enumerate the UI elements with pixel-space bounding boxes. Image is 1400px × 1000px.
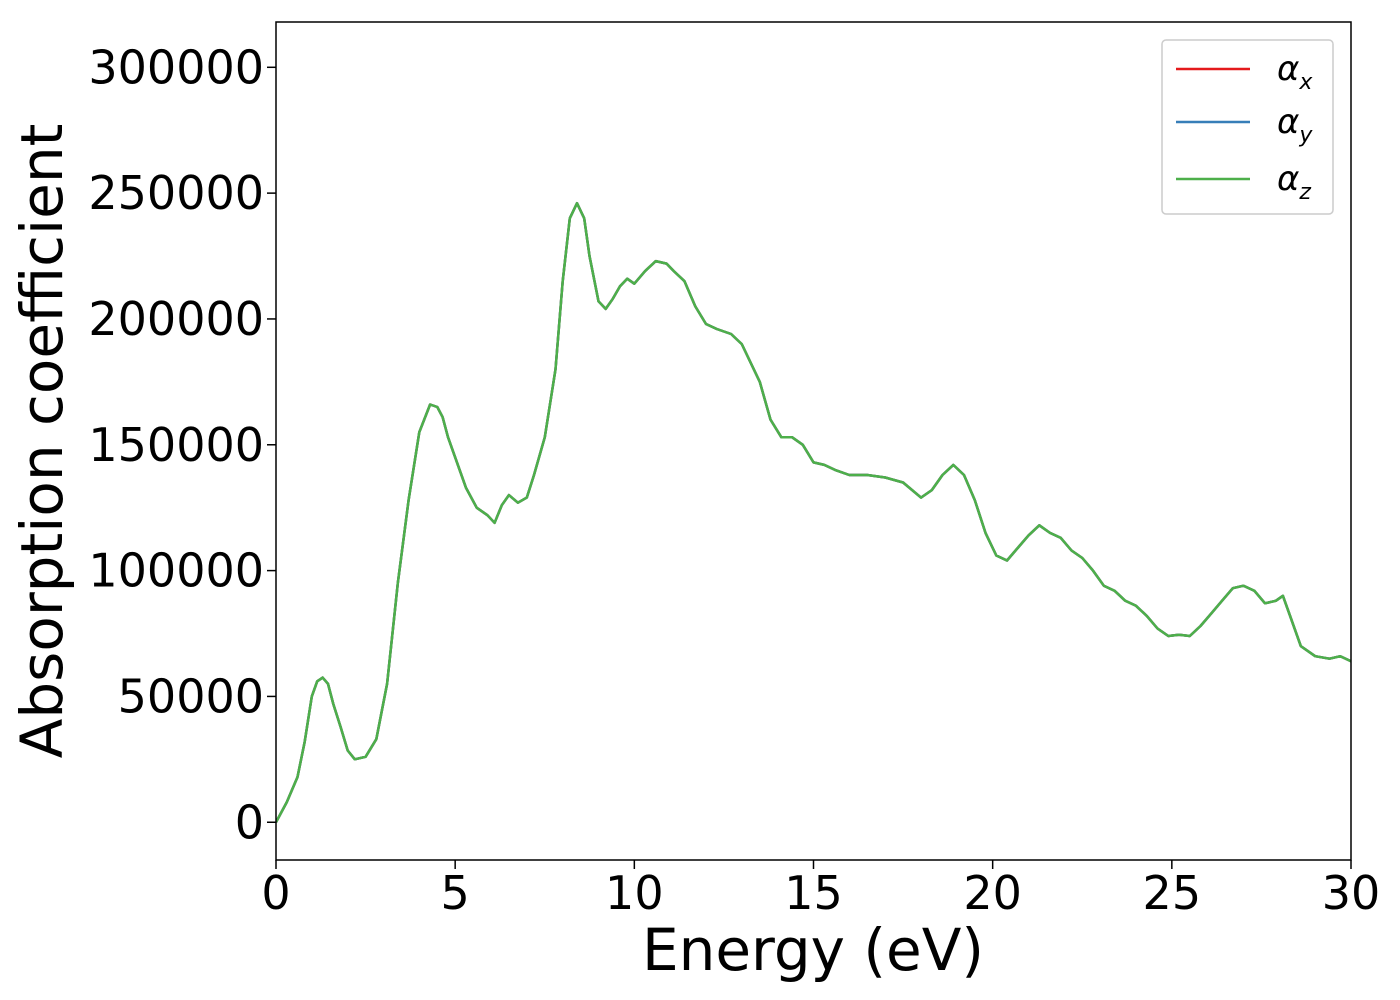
legend-subscript: y: [1298, 123, 1313, 148]
x-tick-label: 10: [605, 866, 664, 920]
series-line-y: [276, 201, 1351, 823]
y-axis-label: Absorption coefficient: [8, 124, 76, 759]
y-tick-label: 200000: [88, 292, 264, 346]
y-tick-label: 300000: [88, 40, 264, 94]
legend-symbol: α: [1277, 102, 1299, 142]
y-tick-label: 150000: [88, 418, 264, 472]
y-axis-ticks: 0 50000 100000 150000 200000 250000 300000: [88, 40, 276, 849]
x-tick-label: 20: [963, 866, 1022, 920]
x-tick-label: 5: [441, 866, 470, 920]
x-tick-label: 15: [784, 866, 843, 920]
legend-box: [1161, 39, 1334, 215]
y-tick-label: 50000: [118, 669, 264, 723]
y-tick-label: 100000: [88, 544, 264, 598]
legend-subscript: z: [1298, 180, 1311, 205]
plot-layer: [276, 201, 1351, 823]
x-axis-label: Energy (eV): [642, 916, 984, 984]
x-tick-label: 30: [1322, 866, 1381, 920]
x-tick-label: 0: [261, 866, 290, 920]
series-line-z: [276, 201, 1351, 823]
legend-symbol: α: [1277, 49, 1299, 89]
legend-label-z: αz: [1277, 159, 1311, 205]
series-line-x: [276, 201, 1351, 823]
legend-label-x: αx: [1277, 49, 1313, 95]
y-tick-label: 0: [235, 795, 264, 849]
legend-symbol: α: [1277, 159, 1299, 199]
y-tick-label: 250000: [88, 166, 264, 220]
legend-subscript: x: [1298, 70, 1313, 95]
x-axis-ticks: 0 5 10 15 20 25 30: [261, 860, 1380, 920]
legend-label-y: αy: [1277, 102, 1313, 148]
x-tick-label: 25: [1143, 866, 1202, 920]
